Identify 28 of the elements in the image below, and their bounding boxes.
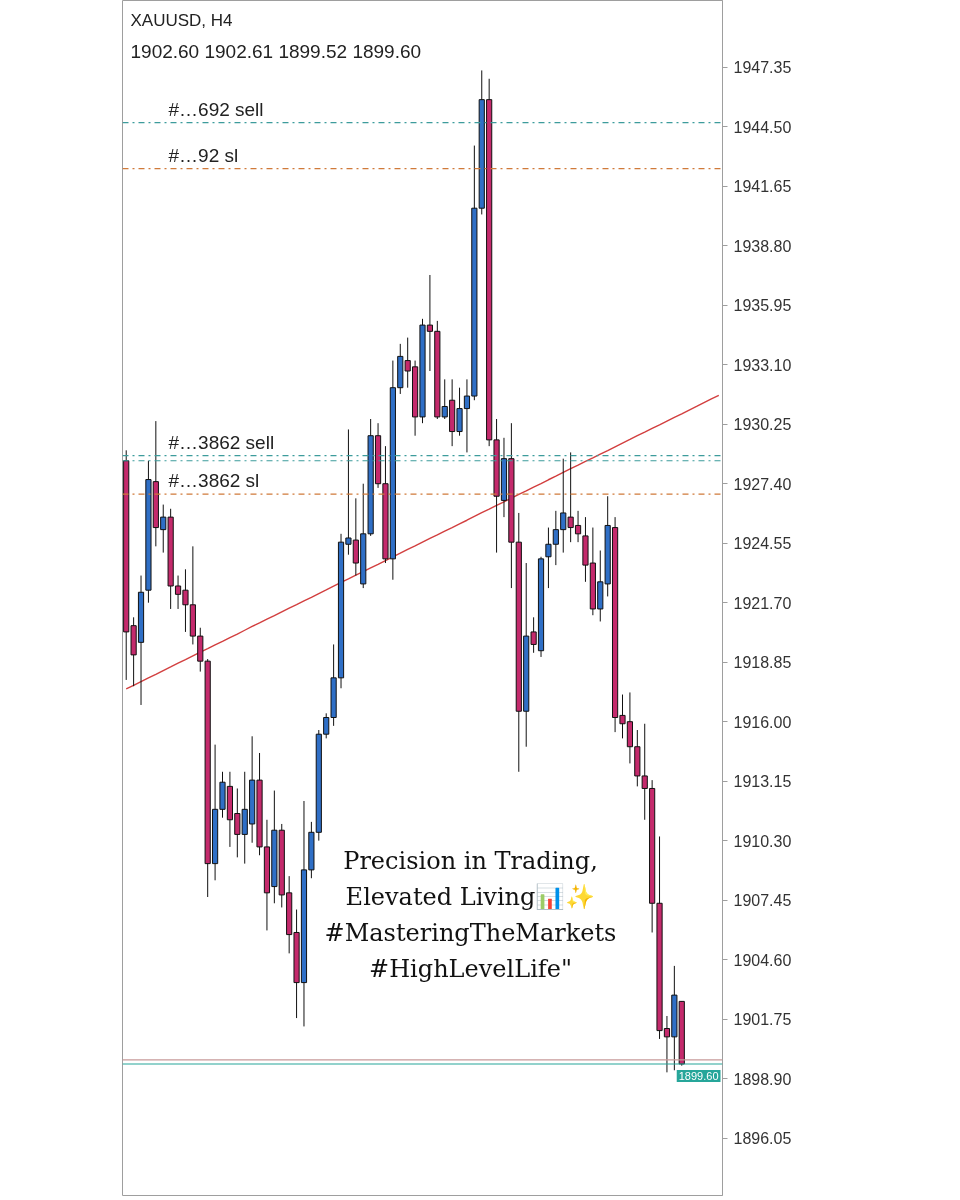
annotation: Precision in Trading, Elevated Living📊✨ #MasteringTheMarkets #HighLevelLife" [324,846,617,983]
y-tick-label: 1916.00 [733,713,792,731]
y-tick-label: 1930.25 [733,416,792,434]
y-tick-label: 1935.95 [733,297,792,315]
y-tick-label: 1921.70 [733,594,792,612]
y-tick-label: 1947.35 [733,59,792,77]
line-series [125,394,720,690]
ref-line-label: #…3862 sl [168,470,260,492]
y-tick-label: 1933.10 [733,356,792,374]
y-tick-label: 1904.60 [733,951,792,969]
y-tick-label: 1924.55 [733,535,792,553]
ref-line-label: #…692 sell [168,98,264,120]
y-tick-label: 1927.40 [733,475,792,493]
y-tick-label: 1896.05 [733,1130,792,1148]
ref-line-label: 1899.60 [678,1070,719,1082]
y-tick-label: 1918.85 [733,654,792,672]
y-tick-label: 1901.75 [733,1011,792,1029]
ref-line-label: #…3862 sell [168,431,275,453]
y-tick-label: 1898.90 [733,1070,792,1088]
y-tick-label: 1938.80 [733,237,792,255]
y-tick-label: 1944.50 [733,118,792,136]
y-tick-label: 1941.65 [733,178,792,196]
y-tick-label: 1907.45 [733,892,792,910]
text: XAUUSD, H4 [130,10,233,30]
ref-line-label: #…92 sl [168,144,239,166]
y-tick-label: 1913.15 [733,773,792,791]
text: 1902.60 1902.61 1899.52 1899.60 [130,40,422,62]
y-tick-label: 1910.30 [733,832,792,850]
